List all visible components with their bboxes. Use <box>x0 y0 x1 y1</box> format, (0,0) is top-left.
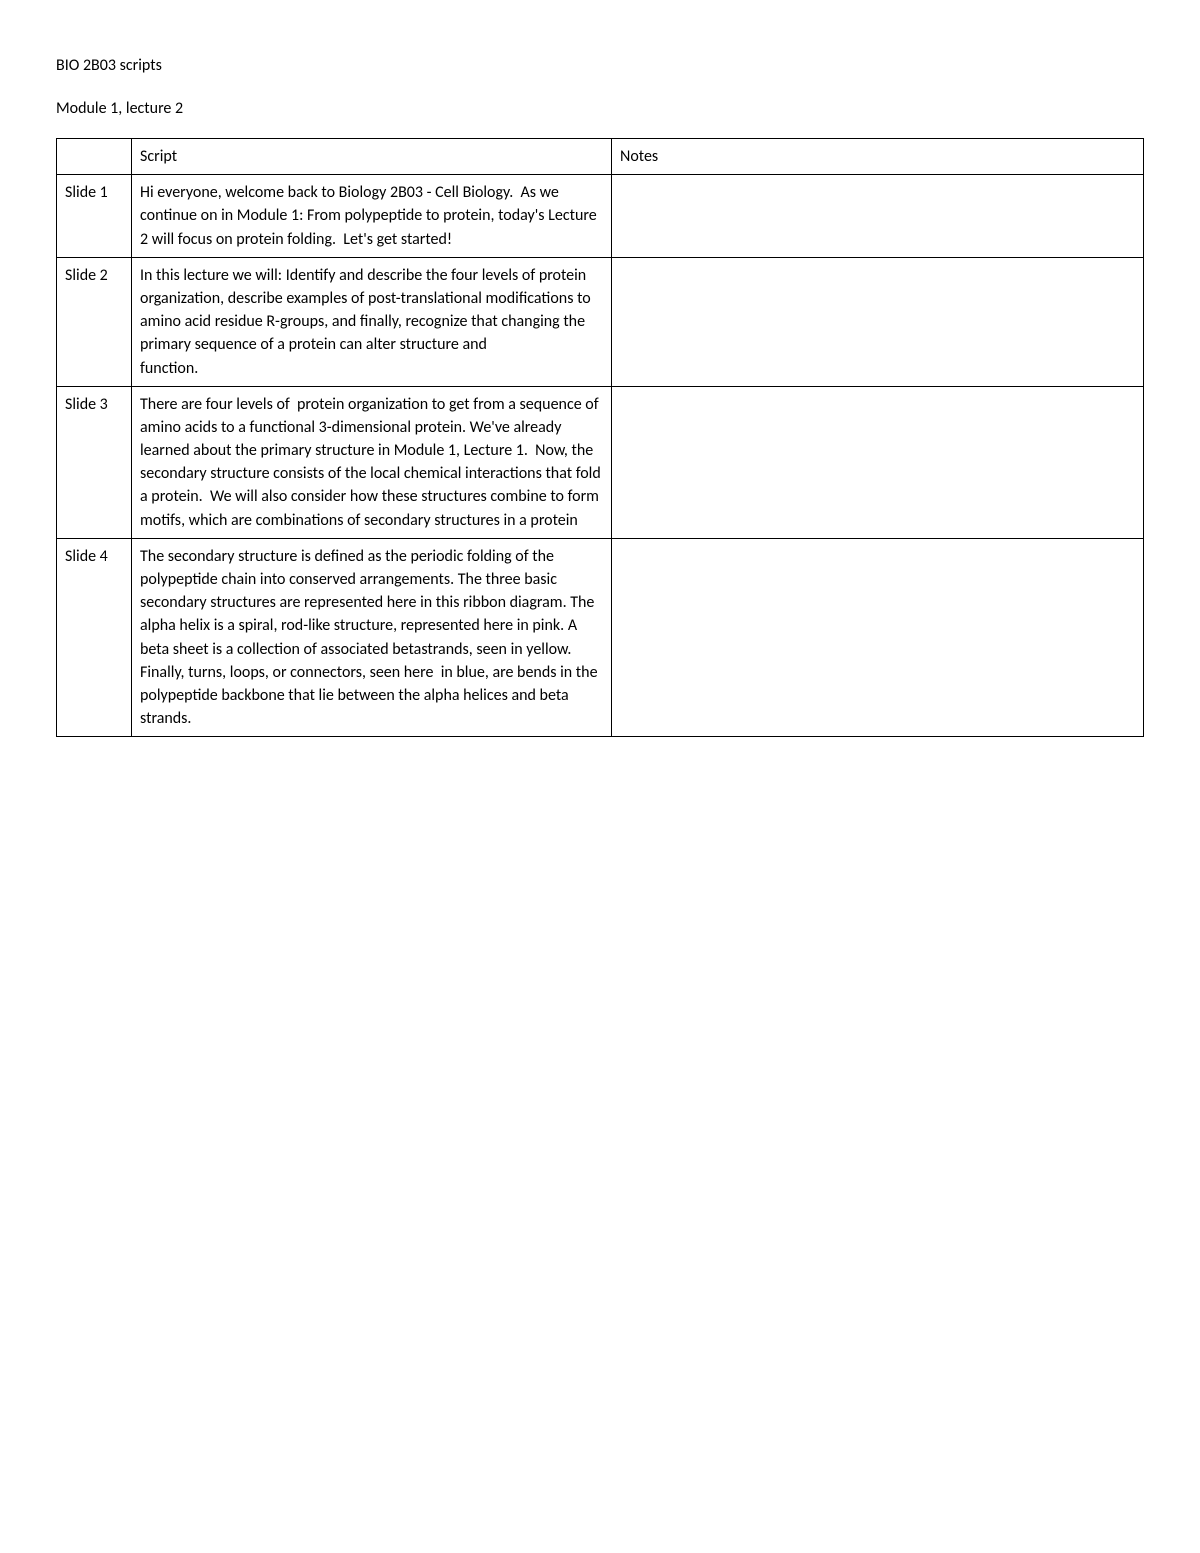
script-text: There are four levels of protein organiz… <box>140 393 603 532</box>
cell-notes <box>612 386 1144 538</box>
cell-notes <box>612 257 1144 386</box>
header-script: Script <box>132 139 612 175</box>
cell-notes <box>612 175 1144 258</box>
script-text: Hi everyone, welcome back to Biology 2B0… <box>140 181 603 251</box>
script-text: In this lecture we will: Identify and de… <box>140 264 603 380</box>
header-slide <box>57 139 132 175</box>
cell-slide: Slide 1 <box>57 175 132 258</box>
document-subtitle: Module 1, lecture 2 <box>56 99 1144 118</box>
table-header-row: Script Notes <box>57 139 1144 175</box>
cell-slide: Slide 4 <box>57 538 132 737</box>
header-notes: Notes <box>612 139 1144 175</box>
table-row: Slide 4 The secondary structure is defin… <box>57 538 1144 737</box>
cell-slide: Slide 2 <box>57 257 132 386</box>
cell-notes <box>612 538 1144 737</box>
cell-slide: Slide 3 <box>57 386 132 538</box>
table-row: Slide 1 Hi everyone, welcome back to Bio… <box>57 175 1144 258</box>
document-title: BIO 2B03 scripts <box>56 56 1144 75</box>
table-body: Script Notes Slide 1 Hi everyone, welcom… <box>57 139 1144 737</box>
cell-script: There are four levels of protein organiz… <box>132 386 612 538</box>
table-row: Slide 2 In this lecture we will: Identif… <box>57 257 1144 386</box>
table-row: Slide 3 There are four levels of protein… <box>57 386 1144 538</box>
script-text: The secondary structure is defined as th… <box>140 545 603 731</box>
script-table: Script Notes Slide 1 Hi everyone, welcom… <box>56 138 1144 737</box>
cell-script: In this lecture we will: Identify and de… <box>132 257 612 386</box>
cell-script: Hi everyone, welcome back to Biology 2B0… <box>132 175 612 258</box>
document-page: BIO 2B03 scripts Module 1, lecture 2 Scr… <box>56 56 1144 737</box>
cell-script: The secondary structure is defined as th… <box>132 538 612 737</box>
